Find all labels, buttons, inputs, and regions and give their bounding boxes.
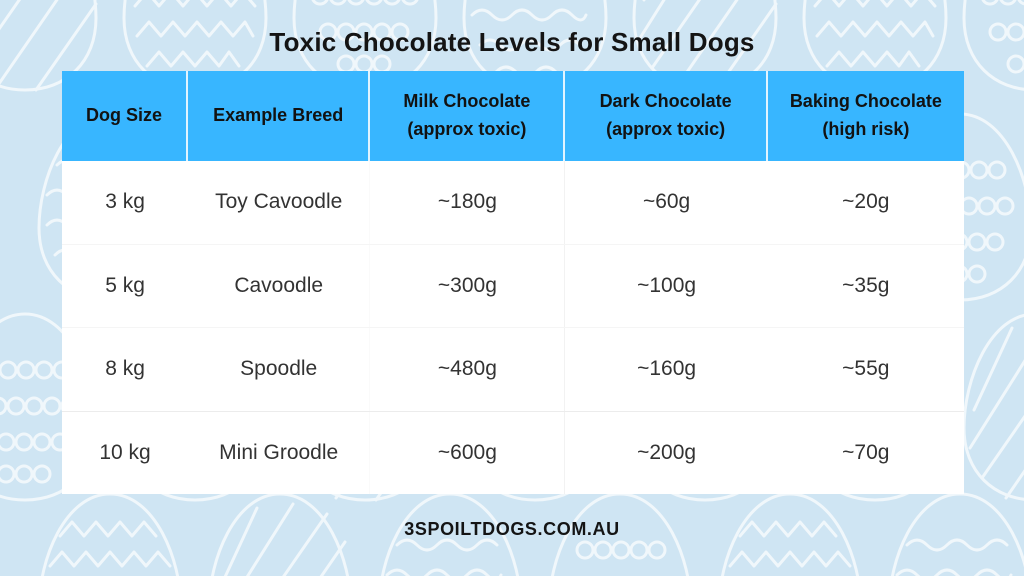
column-header-baking-chocolate: Baking Chocolate (high risk) [768, 71, 964, 161]
header-line: Milk Chocolate [403, 91, 531, 112]
table-cell: ~600g [370, 411, 566, 494]
page-title: Toxic Chocolate Levels for Small Dogs [269, 27, 755, 57]
table-cell: ~300g [370, 244, 566, 327]
table-cell: 10 kg [99, 440, 151, 464]
column-header-dog-size: Dog Size [62, 71, 189, 161]
header-line: Baking Chocolate [789, 91, 942, 112]
column-header-milk-chocolate: Milk Chocolate (approx toxic) [370, 71, 566, 161]
table-body: 3 kg Toy Cavoodle ~180g ~60g ~20g 5 kg C… [62, 161, 964, 494]
table-cell: ~35g [842, 273, 890, 297]
header-line: (high risk) [822, 119, 910, 139]
table-cell: 3 kg [105, 190, 145, 214]
column-header-example-breed: Example Breed [188, 71, 371, 161]
table-cell: ~100g [637, 273, 697, 297]
table-cell: Mini Groodle [188, 411, 371, 494]
website-url: 3SPOILTDOGS.COM.AU [404, 519, 620, 539]
table-cell: ~180g [370, 161, 566, 244]
header-line: Dog Size [86, 105, 163, 126]
table-cell: 5 kg [105, 273, 145, 297]
table-row: 5 kg Cavoodle ~300g ~100g ~35g [62, 243, 964, 327]
table-cell: ~200g [637, 440, 697, 464]
table-cell: ~70g [842, 440, 890, 464]
table-cell: Spoodle [188, 328, 371, 411]
table-cell: ~55g [842, 357, 890, 381]
table-row: 10 kg Mini Groodle ~600g ~200g ~70g [62, 410, 964, 494]
table-row: 8 kg Spoodle ~480g ~160g ~55g [62, 327, 964, 411]
table-cell: Toy Cavoodle [188, 161, 371, 244]
header-line: (approx toxic) [407, 119, 527, 139]
header-line: Example Breed [213, 105, 344, 126]
table-cell: ~60g [642, 190, 691, 214]
table-cell: ~20g [842, 190, 890, 214]
table-cell: 8 kg [105, 357, 145, 381]
table-header-row: Dog Size Example Breed Milk Chocolate (ap… [62, 71, 964, 161]
table-cell: Cavoodle [188, 244, 371, 327]
header-line: (approx toxic) [606, 119, 726, 139]
header-line: Dark Chocolate [599, 91, 732, 112]
column-header-dark-chocolate: Dark Chocolate (approx toxic) [565, 71, 768, 161]
table-cell: ~480g [370, 328, 566, 411]
table-row: 3 kg Toy Cavoodle ~180g ~60g ~20g [62, 161, 964, 244]
toxic-chocolate-table: Dog Size Example Breed Milk Chocolate (ap… [62, 71, 964, 494]
table-cell: ~160g [637, 357, 697, 381]
